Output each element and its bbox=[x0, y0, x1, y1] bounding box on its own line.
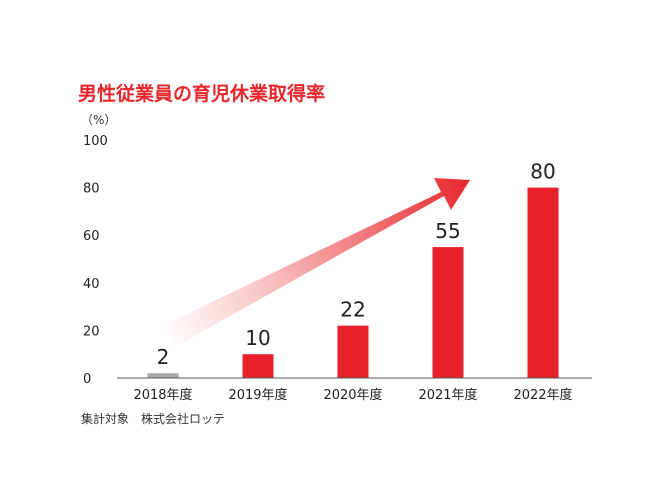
bar bbox=[242, 354, 274, 378]
y-axis-unit: （%） bbox=[81, 113, 116, 127]
y-tick-label: 20 bbox=[83, 324, 100, 339]
bar bbox=[432, 247, 464, 378]
bar bbox=[147, 373, 179, 378]
y-tick-label: 60 bbox=[83, 229, 100, 244]
bar bbox=[337, 325, 369, 378]
data-labels: 2 10 22 55 80 bbox=[157, 160, 556, 370]
y-tick-label: 80 bbox=[83, 182, 100, 197]
trend-arrow bbox=[162, 178, 470, 348]
data-label: 22 bbox=[340, 298, 365, 322]
bars bbox=[147, 187, 559, 378]
data-label: 80 bbox=[530, 160, 555, 184]
y-axis-ticks: 0 20 40 60 80 100 bbox=[83, 134, 108, 387]
data-label: 2 bbox=[157, 345, 170, 369]
chart-title: 男性従業員の育児休業取得率 bbox=[78, 82, 325, 105]
data-label: 10 bbox=[245, 326, 270, 350]
x-tick-label: 2022年度 bbox=[513, 387, 572, 403]
x-axis-ticks: 2018年度 2019年度 2020年度 2021年度 2022年度 bbox=[133, 387, 572, 403]
footnote: 集計対象 株式会社ロッテ bbox=[81, 411, 225, 426]
data-label: 55 bbox=[435, 219, 460, 243]
y-tick-label: 40 bbox=[83, 277, 100, 292]
bar bbox=[527, 187, 559, 378]
y-tick-label: 100 bbox=[83, 134, 108, 149]
x-tick-label: 2021年度 bbox=[418, 387, 477, 403]
x-tick-label: 2019年度 bbox=[228, 387, 287, 403]
x-tick-label: 2020年度 bbox=[323, 387, 382, 403]
x-tick-label: 2018年度 bbox=[133, 387, 192, 403]
y-tick-label: 0 bbox=[83, 372, 91, 387]
